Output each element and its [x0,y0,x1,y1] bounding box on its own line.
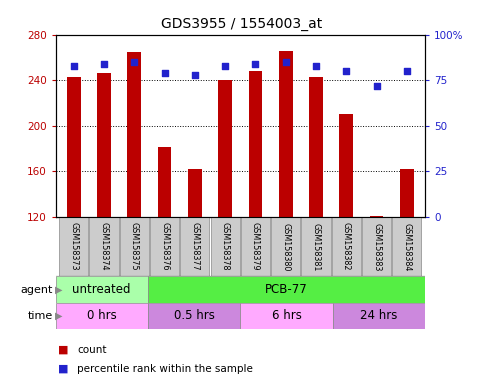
Bar [400,169,413,217]
Text: 0.5 hrs: 0.5 hrs [174,309,214,322]
Text: untreated: untreated [72,283,131,296]
Text: GSM158384: GSM158384 [402,223,412,271]
Text: GSM158373: GSM158373 [69,222,78,271]
Bar [370,216,384,217]
Point [282,59,290,65]
Text: ■: ■ [58,364,69,374]
Text: GSM158383: GSM158383 [372,223,381,271]
Bar [180,217,210,276]
Bar [59,217,88,276]
Text: ▶: ▶ [55,311,62,321]
Text: GSM158379: GSM158379 [251,222,260,271]
Bar [56,276,148,303]
Bar [211,217,240,276]
Text: ■: ■ [58,345,69,355]
Bar [271,217,300,276]
Point [70,63,78,69]
Bar [362,217,391,276]
Point [191,72,199,78]
Text: ▶: ▶ [55,285,62,295]
Bar [148,276,425,303]
Bar [333,303,425,329]
Text: GSM158376: GSM158376 [160,222,169,271]
Bar [120,217,149,276]
Bar [188,169,202,217]
Point [130,59,138,65]
Bar [67,77,81,217]
Point [342,68,350,74]
Bar [158,147,171,217]
Text: 24 hrs: 24 hrs [360,309,398,322]
Bar [89,217,118,276]
Point [221,63,229,69]
Text: 0 hrs: 0 hrs [87,309,116,322]
Text: GSM158378: GSM158378 [221,222,229,271]
Text: GSM158374: GSM158374 [99,222,109,271]
Bar [241,217,270,276]
Bar [392,217,421,276]
Bar [279,51,293,217]
Text: 6 hrs: 6 hrs [271,309,301,322]
Text: count: count [77,345,107,355]
Text: GSM158382: GSM158382 [342,222,351,271]
Bar [309,77,323,217]
Text: GSM158375: GSM158375 [130,222,139,271]
Text: PCB-77: PCB-77 [265,283,308,296]
Bar [128,52,141,217]
Bar [332,217,361,276]
Bar [301,217,330,276]
Point [403,68,411,74]
Point [252,61,259,67]
Bar [148,303,241,329]
Point [312,63,320,69]
Bar [218,80,232,217]
Text: GSM158377: GSM158377 [190,222,199,271]
Point [373,83,381,89]
Bar [340,114,353,217]
Text: percentile rank within the sample: percentile rank within the sample [77,364,253,374]
Bar [97,73,111,217]
Text: GSM158381: GSM158381 [312,223,321,271]
Bar [249,71,262,217]
Point [100,61,108,67]
Bar [150,217,179,276]
Text: time: time [28,311,53,321]
Text: GSM158380: GSM158380 [281,223,290,271]
Text: GDS3955 / 1554003_at: GDS3955 / 1554003_at [161,17,322,31]
Point [161,70,169,76]
Bar [56,303,148,329]
Text: agent: agent [21,285,53,295]
Bar [241,303,333,329]
